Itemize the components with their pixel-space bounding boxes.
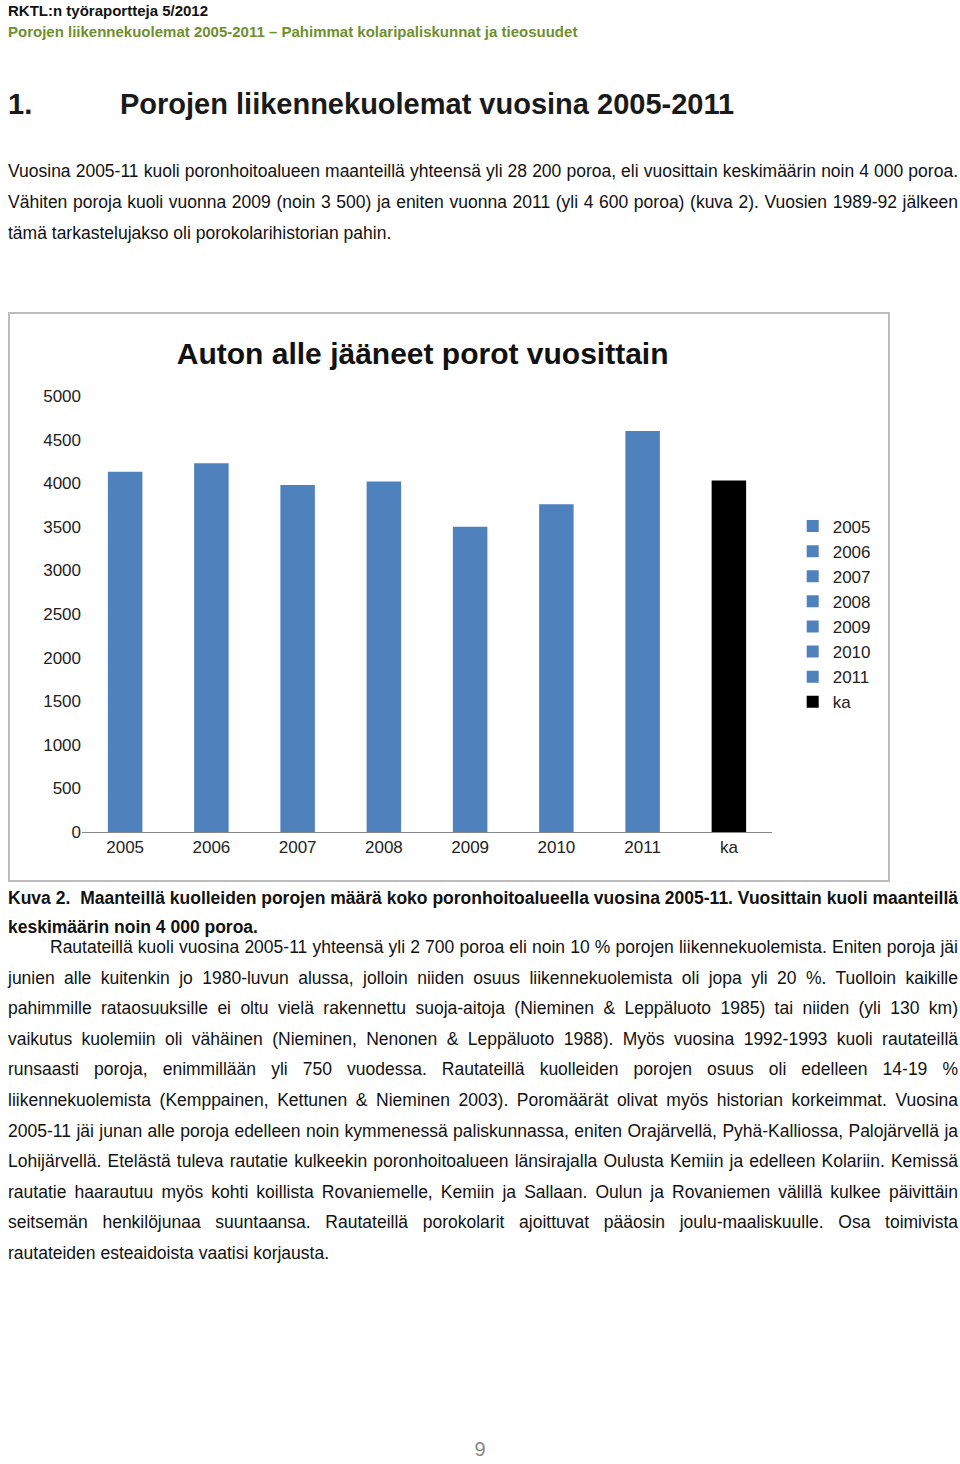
svg-text:ka: ka — [720, 838, 739, 857]
svg-text:2009: 2009 — [833, 618, 871, 637]
svg-text:2011: 2011 — [833, 668, 870, 687]
html-text:9: 9 — [474, 1438, 486, 1460]
svg-text:4000: 4000 — [43, 474, 81, 493]
svg-text:2008: 2008 — [365, 838, 403, 857]
html-text:1.: 1. — [8, 88, 33, 120]
svg-text:5000: 5000 — [43, 387, 81, 406]
svg-text:2006: 2006 — [192, 838, 230, 857]
html-text:Porojen liikennekuolemat vuosi: Porojen liikennekuolemat vuosina 2005-20… — [120, 88, 735, 120]
svg-text:1000: 1000 — [43, 736, 81, 755]
svg-text:2006: 2006 — [833, 543, 871, 562]
svg-text:ka: ka — [833, 693, 852, 712]
svg-text:2007: 2007 — [279, 838, 317, 857]
svg-text:2500: 2500 — [43, 605, 81, 624]
html-text:Kuva 2.: Kuva 2. — [8, 888, 71, 908]
svg-text:0: 0 — [72, 823, 81, 842]
html-text:Maanteillä kuolleiden porojen: Maanteillä kuolleiden porojen määrä koko… — [8, 888, 958, 937]
svg-text:500: 500 — [53, 779, 81, 798]
html-text:Rautateillä kuoli vuosina 2005: Rautateillä kuoli vuosina 2005-11 yhteen… — [8, 937, 958, 1263]
svg-text:Auton alle jääneet porot vuosi: Auton alle jääneet porot vuosittain — [177, 337, 669, 370]
svg-text:2000: 2000 — [43, 649, 81, 668]
html-text:Vuosina 2005-11 kuoli poronhoi: Vuosina 2005-11 kuoli poronhoitoalueen m… — [8, 161, 958, 243]
html-text:RKTL:n työraportteja 5/2012: RKTL:n työraportteja 5/2012 — [8, 2, 208, 19]
svg-text:2008: 2008 — [833, 593, 871, 612]
svg-text:2007: 2007 — [833, 568, 871, 587]
svg-text:2005: 2005 — [106, 838, 144, 857]
html-text:Porojen liikennekuolemat 2005-: Porojen liikennekuolemat 2005-2011 – Pah… — [8, 23, 578, 40]
svg-text:2010: 2010 — [833, 643, 871, 662]
svg-text:3000: 3000 — [43, 561, 81, 580]
svg-text:3500: 3500 — [43, 518, 81, 537]
svg-text:4500: 4500 — [43, 431, 81, 450]
svg-text:2009: 2009 — [451, 838, 489, 857]
svg-text:2005: 2005 — [833, 518, 871, 537]
svg-text:2010: 2010 — [537, 838, 575, 857]
svg-text:1500: 1500 — [43, 692, 81, 711]
svg-text:2011: 2011 — [624, 838, 661, 857]
